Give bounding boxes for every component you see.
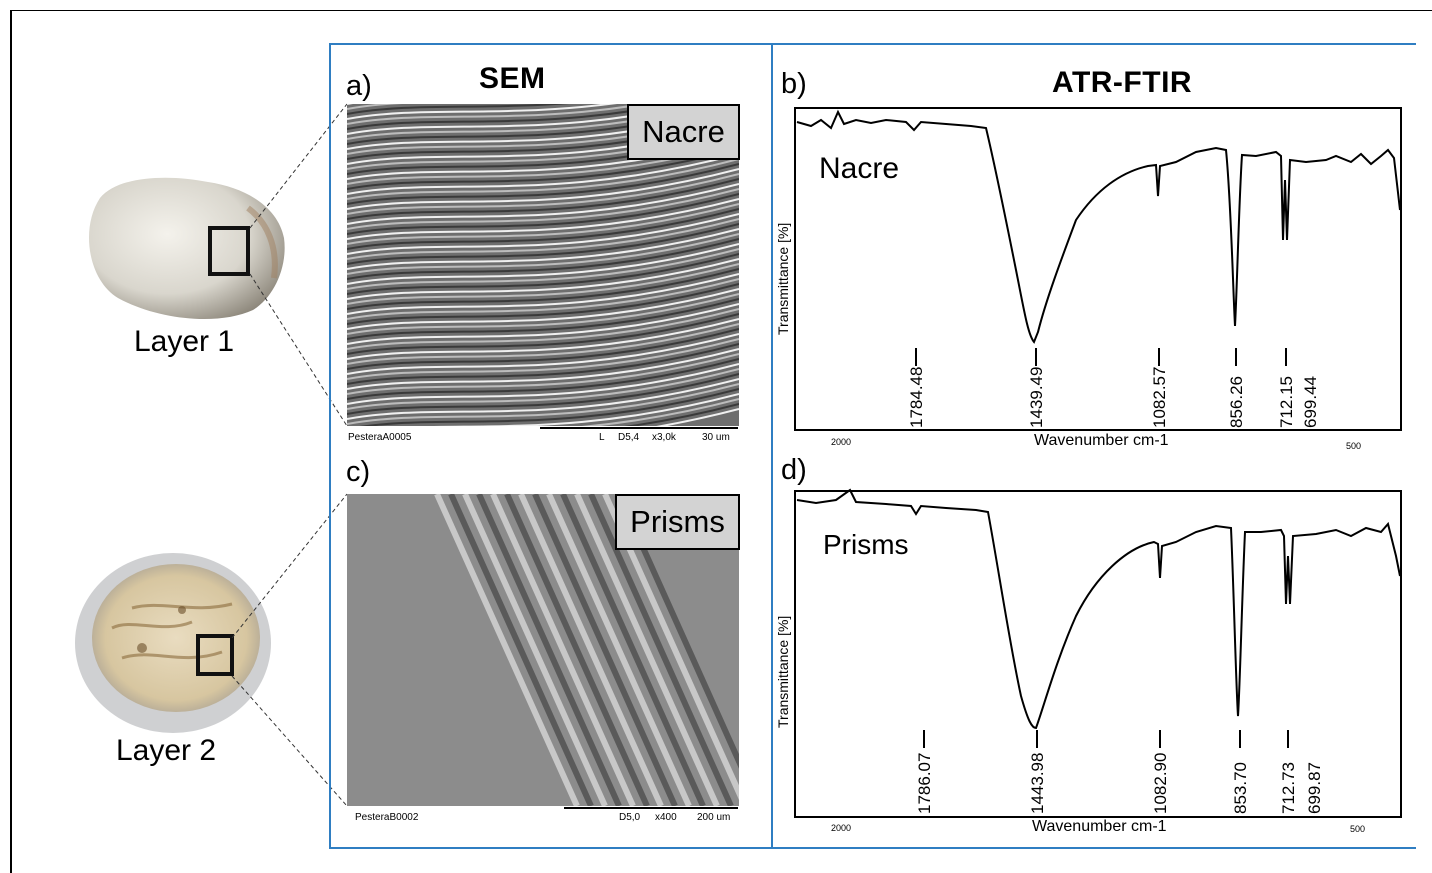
panels-frame: [329, 43, 1416, 849]
peak-label: 1786.07: [915, 753, 934, 814]
sem-c-footer-scale: 200 um: [697, 812, 731, 823]
peak-label: 1082.57: [1150, 367, 1169, 428]
spectrum-b-sample: Nacre: [819, 152, 899, 185]
spectrum-b-tick-right: 500: [1346, 441, 1361, 451]
peak-label: 853.70: [1231, 762, 1250, 814]
sem-a-scale-bar: [540, 427, 738, 429]
spectrum-d-sample: Prisms: [823, 529, 909, 560]
panel-b-letter: b): [781, 68, 807, 100]
spectrum-d-tick-left: 2000: [831, 823, 851, 833]
peak-label: 699.44: [1301, 376, 1320, 428]
panel-a-letter: a): [346, 70, 372, 102]
sem-a-footer-mag: x3,0k: [652, 432, 676, 443]
panel-d-letter: d): [781, 454, 807, 486]
spectrum-d-tick-right: 500: [1350, 824, 1365, 834]
spectrum-b-trace: [796, 109, 1401, 344]
peak-label: 856.26: [1227, 376, 1246, 428]
sampling-square-2: [196, 634, 234, 676]
sem-c-footer-mag: x400: [655, 812, 677, 823]
spectrum-b-xlabel: Wavenumber cm-1: [1034, 432, 1169, 449]
peak-label: 1082.90: [1151, 753, 1170, 814]
sem-a-footer-mode: L: [599, 432, 605, 443]
tag-nacre: Nacre: [627, 104, 740, 160]
peak-label: 699.87: [1305, 762, 1324, 814]
spectrum-d-peak-labels: 1786.07 1443.98 1082.90 853.70 712.73 699.87: [915, 730, 1324, 814]
peak-label: 1439.49: [1027, 367, 1046, 428]
sem-c-footer-id: PesteraB0002: [355, 812, 419, 823]
ftir-heading: ATR-FTIR: [1052, 66, 1193, 99]
sem-a-footer-id: PesteraA0005: [348, 432, 412, 443]
sem-a-footer-d: D5,4: [618, 432, 640, 443]
figure-left-rule: [10, 10, 12, 873]
spectrum-d-ylabel: Transmittance [%]: [776, 616, 791, 728]
sem-a-footer-scale: 30 um: [702, 432, 730, 443]
spectrum-d-xlabel: Wavenumber cm-1: [1032, 818, 1167, 835]
spectrum-b-axes-box: [794, 107, 1402, 431]
shell-layer1-photo: [88, 177, 285, 320]
peak-label: 712.15: [1277, 376, 1296, 428]
ftir-spectrum-prisms: 1786.07 1443.98 1082.90 853.70 712.73 699.87 …: [776, 488, 1402, 835]
shell-layer2-photo: [75, 553, 271, 733]
ftir-spectrum-nacre: 1784.48 1439.49 1082.57 856.26 712.15 699.44 …: [776, 107, 1402, 451]
spectrum-b-peak-labels: 1784.48 1439.49 1082.57 856.26 712.15 699.44: [907, 348, 1320, 428]
spectrum-b-tick-left: 2000: [831, 437, 851, 447]
sem-c-scale-bar: [564, 807, 738, 809]
spectrum-d-axes-box: [794, 490, 1402, 818]
layer2-label: Layer 2: [116, 734, 217, 767]
spectrum-d-trace: [796, 488, 1401, 730]
panel-c-letter: c): [346, 456, 371, 488]
sampling-square-1: [208, 226, 250, 276]
tag-prisms: Prisms: [615, 494, 740, 550]
sem-c-footer-d: D5,0: [619, 812, 641, 823]
sem-heading: SEM: [479, 62, 546, 95]
peak-label: 1784.48: [907, 367, 926, 428]
spectrum-b-ylabel: Transmittance [%]: [776, 223, 791, 335]
figure-top-rule: [10, 10, 1432, 11]
layer1-label: Layer 1: [134, 325, 235, 358]
panels-divider: [771, 43, 773, 849]
peak-label: 1443.98: [1028, 753, 1047, 814]
peak-label: 712.73: [1279, 762, 1298, 814]
